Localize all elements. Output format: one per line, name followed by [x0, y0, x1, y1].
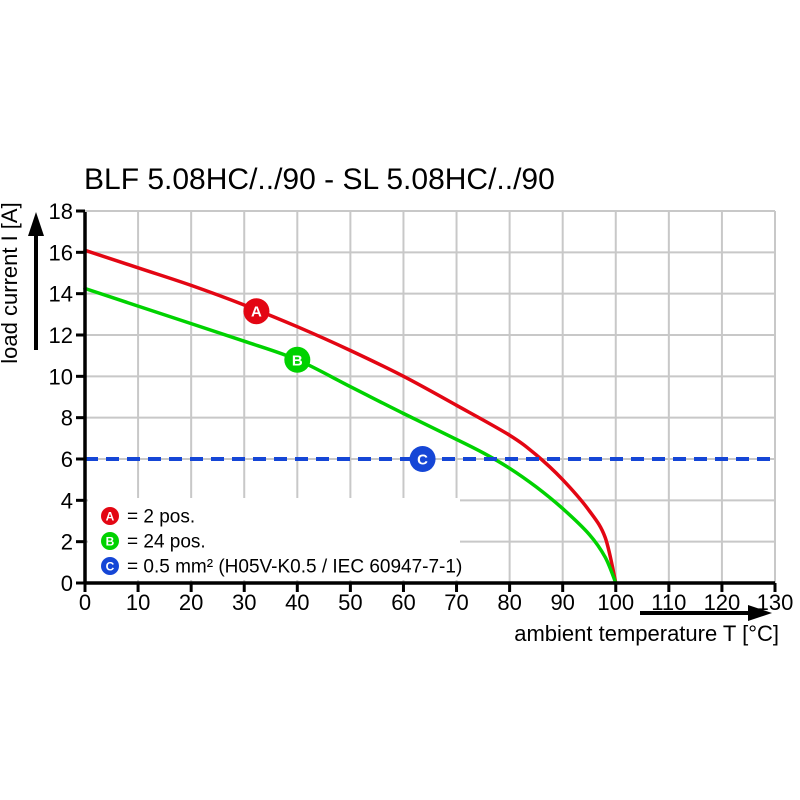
x-tick-label: 80 [497, 590, 521, 615]
x-tick-label: 110 [651, 590, 686, 615]
marker-letter: C [417, 452, 428, 469]
marker-c: C [409, 446, 436, 472]
x-tick-label: 20 [179, 590, 203, 615]
marker-a: A [243, 298, 270, 325]
x-tick-label: 120 [704, 590, 741, 615]
legend-marker-a-icon [101, 507, 119, 525]
x-tick-label: 30 [232, 590, 256, 615]
marker-b: B [284, 346, 311, 373]
x-tick-label: 90 [550, 590, 574, 615]
y-tick-label: 2 [61, 530, 73, 555]
y-tick-label: 8 [61, 406, 73, 431]
legend-item-b: B = 24 pos. [101, 532, 206, 553]
legend-marker-letter: B [106, 535, 115, 549]
x-tick-label: 10 [126, 590, 150, 615]
chart-title: BLF 5.08HC/../90 - SL 5.08HC/../90 [84, 163, 555, 196]
x-tick-label: 40 [285, 590, 309, 615]
marker-letter: B [292, 352, 303, 369]
y-axis-label: load current I [A] [0, 202, 22, 363]
axis-ticks: 0 10 20 30 40 50 60 70 80 90 100 110 120 130024681012… [49, 199, 794, 615]
legend-marker-letter: A [106, 510, 115, 524]
y-tick-label: 16 [49, 240, 73, 265]
legend-item-c: C = 0.5 mm² (H05V-K0.5 / IEC 60947-7-1) [101, 557, 462, 578]
legend-marker-letter: C [106, 560, 115, 574]
y-tick-label: 6 [61, 447, 73, 472]
y-tick-label: 18 [49, 199, 73, 224]
marker-circle-icon [409, 446, 436, 472]
x-tick-label: 0 [79, 590, 91, 615]
legend: A = 2 pos. B = 24 pos. C = 0.5 mm² (H05V-K0.5… [88, 498, 462, 580]
x-tick-label: 60 [391, 590, 415, 615]
marker-circle-icon [243, 298, 270, 325]
x-axis-arrow-icon [640, 605, 772, 621]
y-tick-label: 4 [61, 488, 73, 513]
curve-b [83, 286, 618, 585]
marker-circle-icon [284, 346, 311, 373]
x-axis-label: ambient temperature T [°C] [514, 621, 779, 646]
axes [83, 212, 775, 585]
legend-label: = 2 pos. [127, 507, 195, 528]
y-tick-label: 12 [49, 323, 73, 348]
x-tick-label: 50 [338, 590, 362, 615]
x-tick-label: 70 [444, 590, 468, 615]
curve-a [83, 248, 618, 585]
y-axis-arrow-icon [28, 212, 44, 350]
y-tick-label: 10 [49, 364, 73, 389]
legend-marker-b-icon [101, 532, 119, 550]
legend-label: = 0.5 mm² (H05V-K0.5 / IEC 60947-7-1) [127, 557, 462, 578]
legend-marker-c-icon [101, 557, 119, 575]
y-tick-label: 14 [49, 282, 73, 307]
marker-letter: A [251, 304, 262, 321]
legend-background [88, 498, 460, 580]
legend-item-a: A = 2 pos. [101, 507, 195, 528]
curve-markers: A B C [243, 298, 436, 472]
y-tick-label: 0 [61, 571, 73, 596]
legend-label: = 24 pos. [127, 532, 206, 553]
x-tick-label: 100 [597, 590, 634, 615]
